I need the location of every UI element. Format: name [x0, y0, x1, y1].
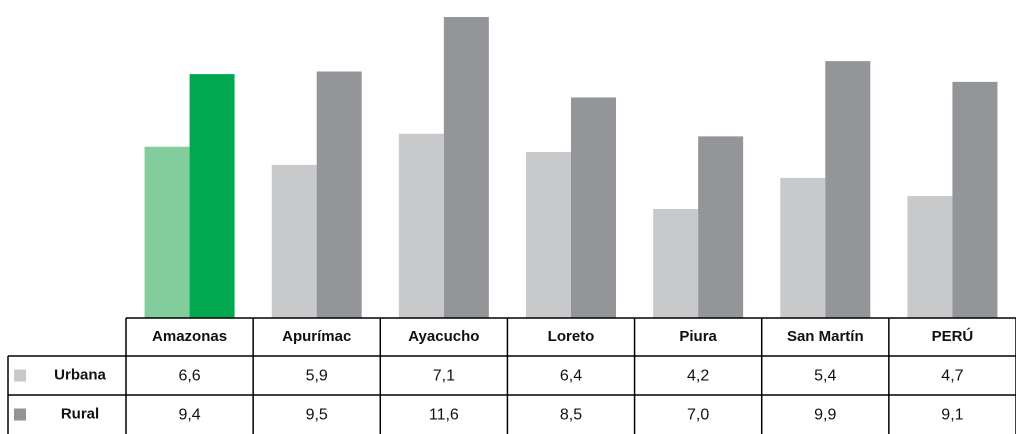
bar: [653, 209, 699, 318]
legend-swatch: [14, 408, 26, 421]
x-tick-label: Amazonas: [152, 328, 227, 345]
bar: [780, 177, 826, 318]
data-label: 4,2: [687, 368, 709, 385]
bar: [952, 81, 998, 318]
bar: [144, 146, 190, 318]
data-label: 7,0: [687, 407, 709, 424]
bar: [571, 97, 616, 318]
legend-swatch: [14, 369, 26, 382]
legend-label: Rural: [61, 405, 99, 422]
data-label: 8,5: [560, 407, 582, 424]
x-tick-label: Ayacucho: [408, 328, 479, 345]
x-tick-label: Loreto: [548, 328, 595, 345]
data-label: 9,4: [178, 407, 200, 424]
data-label: 9,5: [306, 407, 328, 424]
bar: [698, 136, 744, 318]
data-label: 7,1: [433, 368, 455, 385]
x-tick-label: Apurímac: [282, 328, 351, 345]
bar: [398, 133, 444, 318]
data-label: 6,4: [560, 368, 582, 385]
bar: [526, 151, 571, 318]
data-label: 5,4: [814, 368, 836, 385]
bar: [271, 164, 317, 318]
data-label: 11,6: [429, 407, 459, 424]
data-label: 9,1: [941, 407, 963, 424]
legend-label: Urbana: [54, 366, 106, 383]
data-label: 5,9: [306, 368, 328, 385]
bar: [907, 196, 953, 318]
bar: [316, 71, 362, 318]
data-label: 9,9: [814, 407, 836, 424]
x-tick-label: Piura: [679, 328, 717, 345]
bar: [825, 61, 871, 319]
bar: [443, 17, 489, 318]
x-tick-label: San Martín: [787, 328, 864, 345]
data-label: 4,7: [941, 368, 963, 385]
x-tick-label: PERÚ: [932, 327, 974, 345]
data-label: 6,6: [178, 368, 200, 385]
bar: [189, 74, 235, 318]
